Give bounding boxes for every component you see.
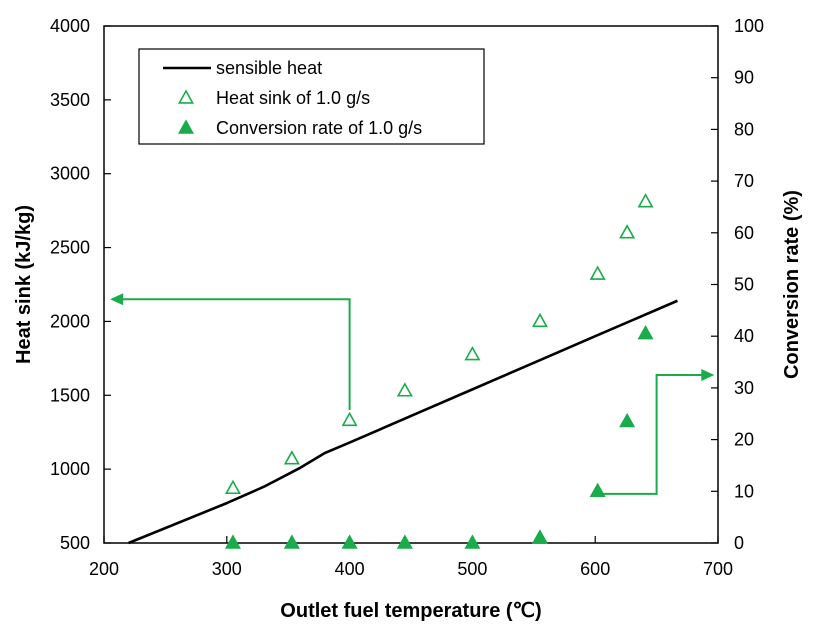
y2-tick-label: 100 <box>734 16 764 36</box>
y2-tick-label: 40 <box>734 326 754 346</box>
x-tick-label: 700 <box>703 559 733 579</box>
conversion-rate-point <box>531 529 548 544</box>
y2-tick-label: 50 <box>734 275 754 295</box>
annotation-layer <box>110 293 715 495</box>
conversion-rate-point <box>396 534 413 549</box>
y2-tick-label: 90 <box>734 68 754 88</box>
legend: sensible heat Heat sink of 1.0 g/s Convers… <box>138 48 485 145</box>
y-tick-label: 3000 <box>50 164 90 184</box>
y-tick-label: 2000 <box>50 311 90 331</box>
y2-tick-label: 10 <box>734 481 754 501</box>
y-tick-label: 3500 <box>50 90 90 110</box>
series-layer <box>128 193 678 549</box>
right-axis-arrowhead <box>701 368 715 381</box>
conversion-rate-point <box>619 412 636 428</box>
right-axis-arrow <box>597 373 704 495</box>
y-tick-label: 1500 <box>50 385 90 405</box>
y2-axis-title: Conversion rate (%) <box>781 190 803 379</box>
y2-tick-label: 70 <box>734 171 754 191</box>
y2-tick-label: 60 <box>734 223 754 243</box>
y-tick-label: 2500 <box>50 238 90 258</box>
sensible-heat-line <box>128 299 678 545</box>
heat-sink-point <box>224 479 241 495</box>
y-axis-title: Heat sink (kJ/kg) <box>13 205 35 364</box>
y-tick-label: 500 <box>60 533 90 553</box>
legend-triangle-swatch <box>177 89 195 104</box>
y2-tick-label: 30 <box>734 378 754 398</box>
heat-sink-point <box>637 193 654 208</box>
y-tick-label: 1000 <box>50 459 90 479</box>
legend-label: Heat sink of 1.0 g/s <box>216 88 370 108</box>
conversion-rate-point <box>464 534 481 549</box>
x-tick-label: 300 <box>212 559 242 579</box>
heat-sink-point <box>531 312 548 328</box>
y2-tick-label: 0 <box>734 533 744 553</box>
x-tick-label: 600 <box>580 559 610 579</box>
legend-triangle-swatch <box>177 119 195 134</box>
conversion-rate-point <box>283 534 300 549</box>
y2-tick-label: 80 <box>734 119 754 139</box>
conversion-rate-point <box>341 534 358 549</box>
heat-sink-point <box>283 450 300 465</box>
left-axis-arrow <box>121 298 351 411</box>
heat-sink-point <box>396 382 413 397</box>
left-axis-arrowhead <box>110 293 124 306</box>
heat-sink-point <box>341 411 358 427</box>
heat-sink-point <box>464 346 481 361</box>
y2-tick-label: 20 <box>734 430 754 450</box>
axes-layer: 200 300 400 500 600 7005001000150020002500300… <box>50 16 764 579</box>
legend-box <box>138 48 485 145</box>
legend-label: sensible heat <box>216 58 322 78</box>
conversion-rate-point <box>637 324 654 340</box>
y-tick-label: 4000 <box>50 16 90 36</box>
legend-label: Conversion rate of 1.0 g/s <box>216 118 422 138</box>
heat-sink-point <box>589 265 606 280</box>
x-tick-label: 400 <box>335 559 365 579</box>
x-axis-title: Outlet fuel temperature (℃) <box>280 600 541 622</box>
x-tick-label: 200 <box>89 559 119 579</box>
conversion-rate-point <box>224 534 241 549</box>
x-tick-label: 500 <box>457 559 487 579</box>
heat-sink-point <box>619 224 636 239</box>
